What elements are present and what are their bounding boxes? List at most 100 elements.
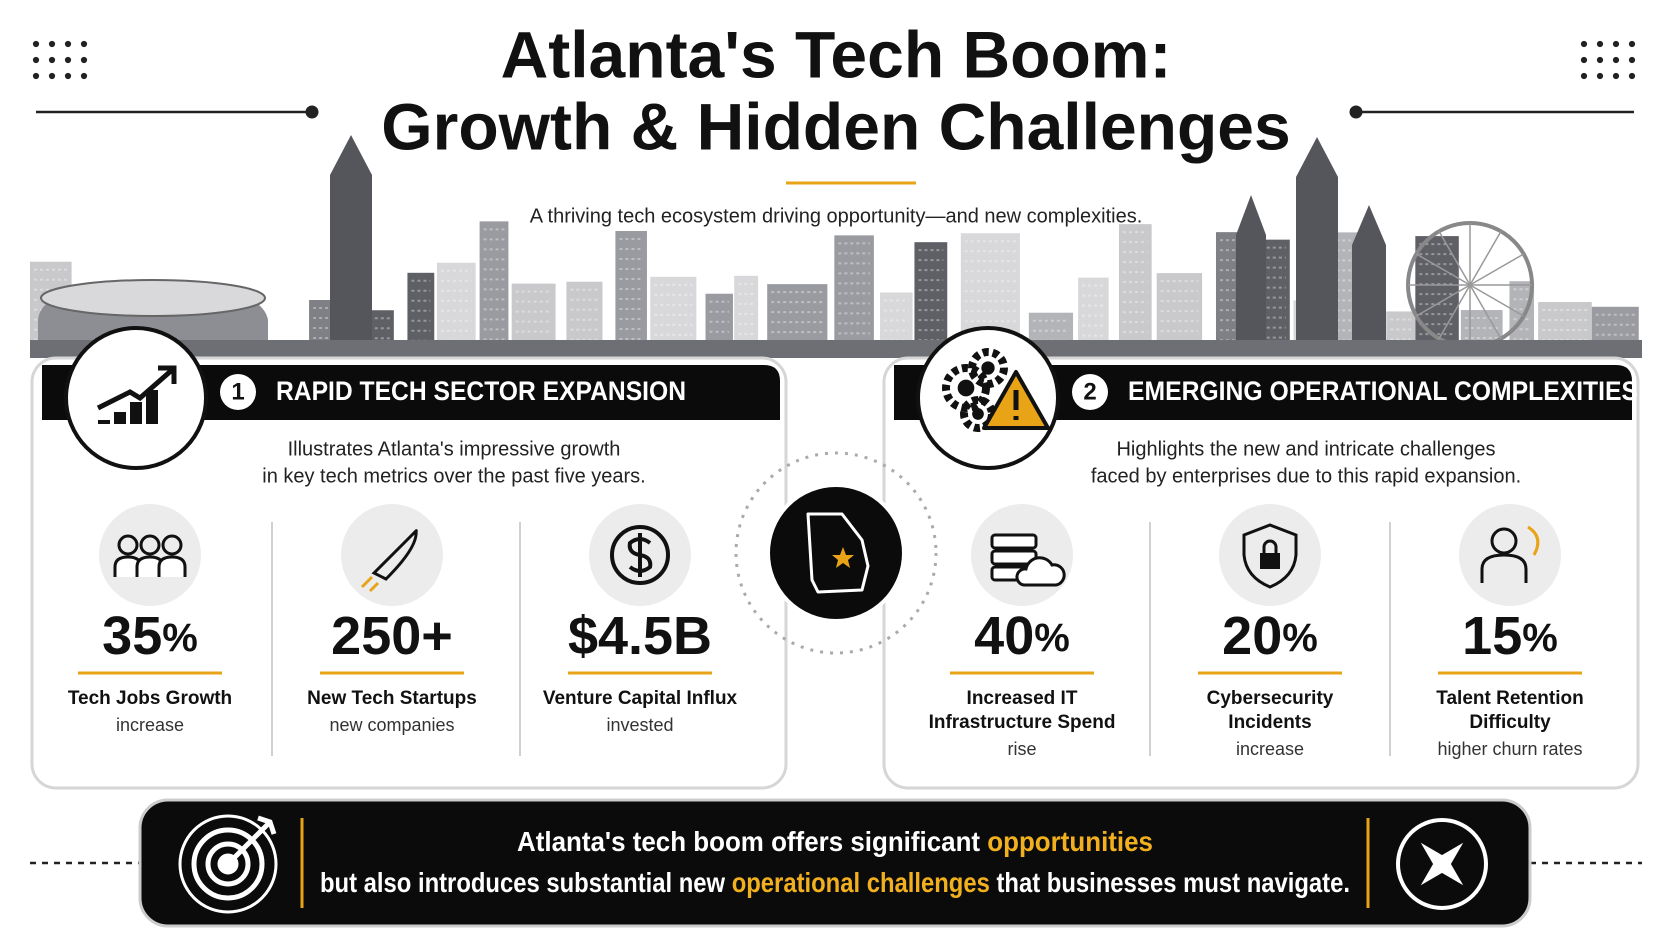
dot — [1580, 72, 1588, 80]
dot — [32, 56, 40, 64]
icon — [990, 533, 1038, 550]
target-arrow — [226, 815, 277, 866]
panel-heading: RAPID TECH SECTOR EXPANSION — [276, 376, 686, 406]
number-badge — [1072, 374, 1108, 410]
icon — [161, 534, 183, 556]
building — [1262, 239, 1290, 355]
building — [436, 262, 476, 355]
tower-top — [1296, 137, 1338, 177]
tower-top — [330, 135, 372, 175]
panel-icon-badge — [916, 326, 1060, 470]
chart-icon — [130, 402, 142, 424]
spoke — [1415, 253, 1471, 286]
spoke — [1415, 284, 1471, 317]
stat-value-number: 15 — [1462, 606, 1522, 666]
skyline — [30, 135, 1642, 358]
stat-label: Difficulty — [1469, 712, 1551, 733]
stat-unit: % — [162, 616, 198, 660]
stat-label: Incidents — [1228, 712, 1311, 733]
decoration — [30, 40, 1642, 865]
rule-dot — [305, 105, 319, 119]
icon — [1480, 553, 1528, 583]
dot — [48, 40, 56, 48]
stat-value-number: 40 — [974, 606, 1034, 666]
stat-unit: % — [1522, 616, 1558, 660]
stat-value: 35% — [102, 606, 198, 666]
stat-label: Cybersecurity — [1207, 688, 1334, 709]
spoke — [1469, 253, 1525, 286]
target-icon — [205, 841, 251, 887]
spoke — [1469, 230, 1502, 286]
chart-icon — [98, 420, 110, 424]
dot — [1596, 40, 1604, 48]
tower — [330, 175, 372, 355]
stadium-roof — [40, 279, 266, 317]
dot — [1596, 72, 1604, 80]
icon — [1015, 556, 1066, 587]
panel-description: faced by enterprises due to this rapid e… — [1091, 465, 1521, 487]
dot — [1628, 40, 1636, 48]
building — [1118, 224, 1152, 355]
title-line: Atlanta's Tech Boom: — [501, 17, 1172, 91]
dot — [64, 72, 72, 80]
gear-icon — [972, 408, 984, 420]
gear-icon — [981, 361, 995, 375]
stat-sublabel: rise — [1007, 739, 1036, 759]
dot — [1628, 72, 1636, 80]
stat-label: New Tech Startups — [307, 688, 477, 709]
georgia-badge — [766, 483, 906, 623]
panel-heading: EMERGING OPERATIONAL COMPLEXITIES — [1128, 376, 1638, 406]
icon — [1490, 527, 1518, 555]
icon — [117, 534, 139, 556]
panel: 1 RAPID TECH SECTOR EXPANSION Illustrates … — [30, 326, 788, 790]
dot — [1580, 40, 1588, 48]
gear-icon — [957, 379, 975, 397]
footer-line: but also introduces substantial new oper… — [320, 867, 1350, 898]
dot — [1628, 56, 1636, 64]
dot — [64, 40, 72, 48]
panel: 2 EMERGING OPERATIONAL COMPLEXITIES Highli… — [882, 326, 1640, 790]
spoke — [1438, 230, 1471, 286]
tower — [1296, 177, 1338, 355]
subtitle: A thriving tech ecosystem driving opport… — [530, 205, 1143, 227]
dot — [80, 72, 88, 80]
tower-top — [1352, 205, 1386, 245]
stat-sublabel: higher churn rates — [1437, 739, 1582, 759]
icon — [1262, 539, 1278, 553]
dot — [32, 72, 40, 80]
connector-ring — [734, 451, 938, 655]
rule-dot — [1349, 105, 1363, 119]
panel-number: 2 — [1083, 378, 1096, 405]
compass-icon — [1396, 818, 1488, 910]
dot — [48, 56, 56, 64]
panel-number: 1 — [231, 378, 244, 405]
stat-value: 40% — [974, 606, 1070, 666]
icon — [139, 534, 161, 556]
building — [734, 275, 759, 355]
footer-text: that businesses must navigate. — [990, 867, 1350, 898]
stat-label: Infrastructure Spend — [929, 712, 1116, 733]
chart-icon — [96, 365, 177, 411]
building — [615, 231, 647, 355]
footer-line: Atlanta's tech boom offers significant o… — [517, 826, 1153, 857]
footer-highlight: opportunities — [987, 826, 1153, 857]
icon — [627, 533, 653, 577]
stat-value: 20% — [1222, 606, 1318, 666]
footer-bar — [138, 798, 1532, 928]
dot — [1596, 56, 1604, 64]
stat-value: $4.5B — [568, 606, 712, 666]
number-badge — [220, 374, 256, 410]
tower-top — [1236, 195, 1266, 235]
content: 1 RAPID TECH SECTOR EXPANSION Illustrates … — [30, 326, 1640, 928]
stat-value: 15% — [1462, 606, 1558, 666]
chart-icon — [146, 390, 158, 424]
footer-text: but also introduces substantial new — [320, 867, 732, 898]
title-line: Growth & Hidden Challenges — [381, 89, 1290, 163]
dot — [1612, 40, 1620, 48]
stat-value-number: 35 — [102, 606, 162, 666]
icon — [1527, 525, 1540, 556]
spoke — [1469, 284, 1525, 317]
stat-sublabel: new companies — [329, 715, 454, 735]
icon — [1242, 523, 1298, 589]
